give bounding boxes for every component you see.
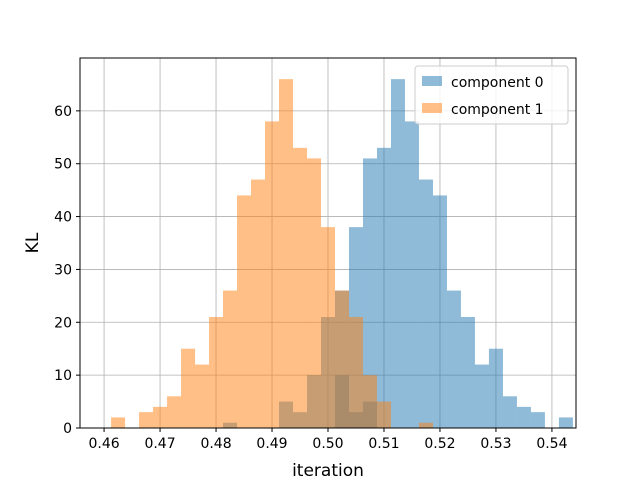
x-tick-label: 0.53 <box>480 436 511 452</box>
bar-series-1 <box>111 417 126 428</box>
y-tick-label: 60 <box>54 104 72 120</box>
bar-series-1 <box>209 317 224 428</box>
bar-series-0 <box>432 195 447 428</box>
bar-series-1 <box>334 290 349 428</box>
bar-series-0 <box>516 406 531 428</box>
legend-label: component 0 <box>451 75 544 91</box>
x-axis-label: iteration <box>292 461 364 480</box>
bar-series-0 <box>390 79 405 429</box>
y-tick-label: 30 <box>54 262 72 278</box>
x-tick-label: 0.48 <box>200 436 231 452</box>
legend-label: component 1 <box>451 102 544 118</box>
histogram-bars <box>111 79 573 429</box>
bar-series-1 <box>139 412 154 428</box>
x-tick-label: 0.50 <box>312 436 343 452</box>
x-axis-ticks: 0.46 0.47 0.48 0.49 0.50 0.51 0.52 0.53 0.54 <box>88 428 568 452</box>
bar-series-1 <box>223 290 238 428</box>
bar-series-1 <box>307 158 322 428</box>
bar-series-0 <box>376 147 391 428</box>
x-tick-label: 0.52 <box>424 436 455 452</box>
bar-series-0 <box>362 158 377 428</box>
bar-series-1 <box>181 348 196 428</box>
y-tick-label: 40 <box>54 210 72 226</box>
bar-series-0 <box>446 290 461 428</box>
bar-series-1 <box>167 396 182 428</box>
bar-series-1 <box>251 179 266 428</box>
bar-series-1 <box>293 147 308 428</box>
bar-series-1 <box>279 79 294 429</box>
y-tick-label: 10 <box>54 368 72 384</box>
x-tick-label: 0.47 <box>144 436 175 452</box>
y-axis-ticks: 0 10 20 30 40 50 60 <box>54 104 80 437</box>
x-tick-label: 0.46 <box>88 436 119 452</box>
bar-series-1 <box>153 406 168 428</box>
bar-series-1 <box>265 121 280 428</box>
y-tick-label: 20 <box>54 315 72 331</box>
x-tick-label: 0.49 <box>256 436 287 452</box>
bar-series-1 <box>237 195 252 428</box>
bar-series-0 <box>418 179 433 428</box>
legend-swatch <box>422 76 442 86</box>
bar-series-0 <box>558 417 573 428</box>
bar-series-1 <box>376 401 391 428</box>
x-tick-label: 0.54 <box>536 436 567 452</box>
bar-series-1 <box>348 317 363 428</box>
bar-series-0 <box>488 348 503 428</box>
bar-series-1 <box>195 364 210 428</box>
legend: component 0 component 1 <box>414 65 569 125</box>
y-tick-label: 0 <box>63 421 72 437</box>
y-tick-label: 50 <box>54 157 72 173</box>
bar-series-0 <box>474 364 489 428</box>
bar-series-0 <box>404 121 419 428</box>
bar-series-0 <box>530 412 545 428</box>
bar-series-0 <box>502 396 517 428</box>
bar-series-1 <box>362 375 377 428</box>
bar-series-0 <box>460 317 475 428</box>
bar-series-1 <box>418 422 433 428</box>
bar-series-1 <box>321 227 335 428</box>
y-axis-label: KL <box>23 232 43 253</box>
legend-box <box>414 65 569 125</box>
legend-swatch <box>422 103 442 113</box>
x-tick-label: 0.51 <box>368 436 399 452</box>
